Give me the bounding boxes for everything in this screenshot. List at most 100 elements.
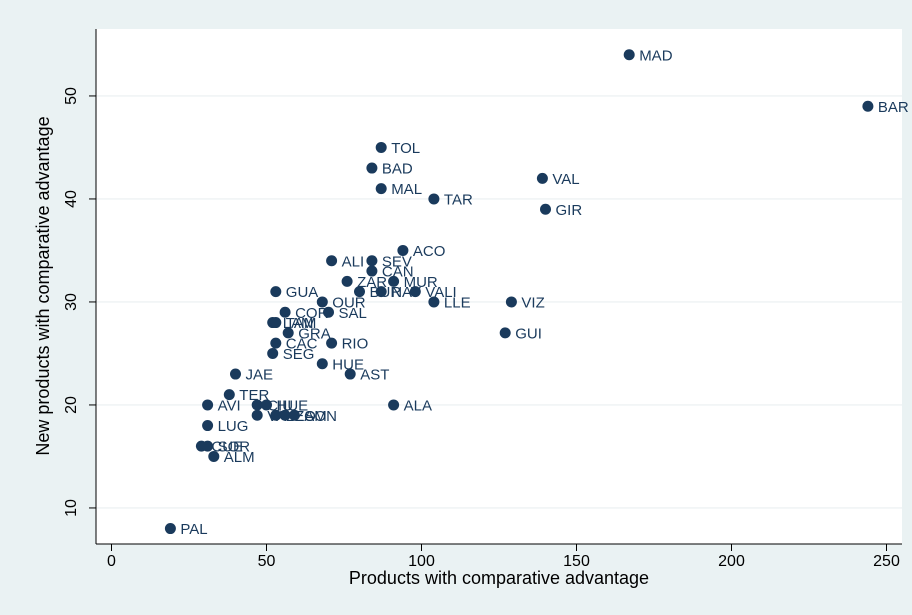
point-label: BAD: [382, 161, 413, 178]
point-label: ALM: [224, 449, 255, 466]
data-point: [282, 327, 294, 339]
data-point: [366, 162, 378, 174]
point-label: GUA: [286, 284, 319, 301]
point-label: VIZ: [521, 294, 544, 311]
point-label: ZAM: [295, 408, 327, 425]
data-point: [366, 265, 378, 277]
point-label: LUG: [218, 418, 249, 435]
data-point: [251, 409, 263, 421]
data-point: [261, 399, 272, 411]
point-label: AVI: [218, 397, 241, 414]
data-point: [208, 450, 220, 462]
x-tick-label: 150: [563, 553, 590, 570]
data-point: [428, 193, 440, 205]
data-point: [326, 337, 338, 349]
point-label: BAR: [878, 99, 909, 116]
point-label: COR: [295, 305, 329, 322]
data-point: [409, 286, 421, 298]
point-label: AST: [360, 367, 389, 384]
point-label: GUI: [515, 325, 542, 342]
x-tick-label: 250: [873, 553, 900, 570]
x-tick-label: 0: [107, 553, 116, 570]
y-tick-label: 20: [63, 396, 80, 414]
data-point: [366, 255, 378, 267]
point-label: TER: [239, 387, 269, 404]
point-label: ALA: [404, 397, 432, 414]
x-tick-label: 100: [408, 553, 435, 570]
data-point: [344, 368, 356, 380]
point-label: OUR: [332, 294, 366, 311]
data-point: [270, 409, 282, 421]
point-label: ALI: [342, 253, 365, 270]
grid-layer: [96, 95, 902, 509]
point-label: GIR: [556, 202, 583, 219]
point-label: MAD: [639, 47, 673, 64]
point-label: SEV: [382, 253, 412, 270]
point-label: SEG: [283, 346, 315, 363]
data-point: [267, 347, 279, 359]
y-tick-label: 10: [63, 499, 80, 517]
data-point: [270, 286, 282, 298]
data-point: [388, 399, 400, 411]
point-label: VAL: [552, 171, 579, 188]
data-point: [323, 306, 334, 318]
x-tick-label: 200: [718, 553, 745, 570]
data-point: [540, 203, 551, 215]
data-point: [251, 399, 263, 411]
point-label: TAR: [444, 191, 473, 208]
data-point: [270, 337, 282, 349]
point-label: ACO: [413, 243, 446, 260]
point-label: TOL: [391, 140, 420, 157]
data-point: [375, 183, 387, 195]
point-label: PAL: [180, 521, 207, 538]
data-point: [202, 399, 214, 411]
data-point: [223, 389, 235, 401]
point-label: TAM: [286, 315, 317, 332]
data-point: [164, 523, 176, 535]
data-point: [279, 409, 291, 421]
point-label: GRA: [298, 325, 331, 342]
y-tick-label: 30: [63, 293, 80, 311]
point-label: LLE: [444, 294, 471, 311]
data-point: [388, 275, 400, 287]
data-point: [341, 275, 353, 287]
data-point: [375, 286, 387, 298]
point-label: MAL: [391, 181, 422, 198]
data-point: [279, 306, 291, 318]
point-label: CAN: [382, 264, 414, 281]
point-label: SON: [304, 408, 337, 425]
point-label: RIO: [342, 336, 369, 353]
data-point: [623, 49, 635, 61]
x-axis-label: Products with comparative advantage: [349, 568, 649, 588]
data-point: [536, 172, 548, 184]
axis-layer: [95, 29, 902, 545]
point-label: HUE: [332, 356, 364, 373]
point-label: SOR: [218, 439, 251, 456]
y-axis-label: New products with comparative advantage: [33, 116, 53, 455]
tick-layer: 10 20 30 40 50 0 50 100 150 200 250: [63, 87, 900, 570]
point-label: CAC: [286, 336, 318, 353]
data-point: [862, 100, 874, 112]
point-label: CUE: [211, 439, 243, 456]
data-point: [499, 327, 511, 339]
data-point: [397, 244, 409, 256]
data-point: [316, 296, 328, 308]
point-label: LAM: [283, 315, 314, 332]
y-tick-label: 40: [63, 190, 80, 208]
y-tick-label: 50: [63, 87, 80, 105]
point-label: JAE: [246, 367, 274, 384]
data-point: [354, 286, 365, 298]
data-point: [326, 255, 338, 267]
point-label: MUR: [404, 274, 438, 291]
data-point: [230, 368, 241, 380]
data-point: [270, 317, 282, 329]
data-point: [202, 440, 214, 452]
plot-area: [96, 29, 902, 544]
x-tick-label: 50: [258, 553, 276, 570]
data-point: [202, 420, 214, 432]
point-label: SAL: [339, 305, 367, 322]
data-point: [428, 296, 440, 308]
data-point: [375, 141, 387, 153]
